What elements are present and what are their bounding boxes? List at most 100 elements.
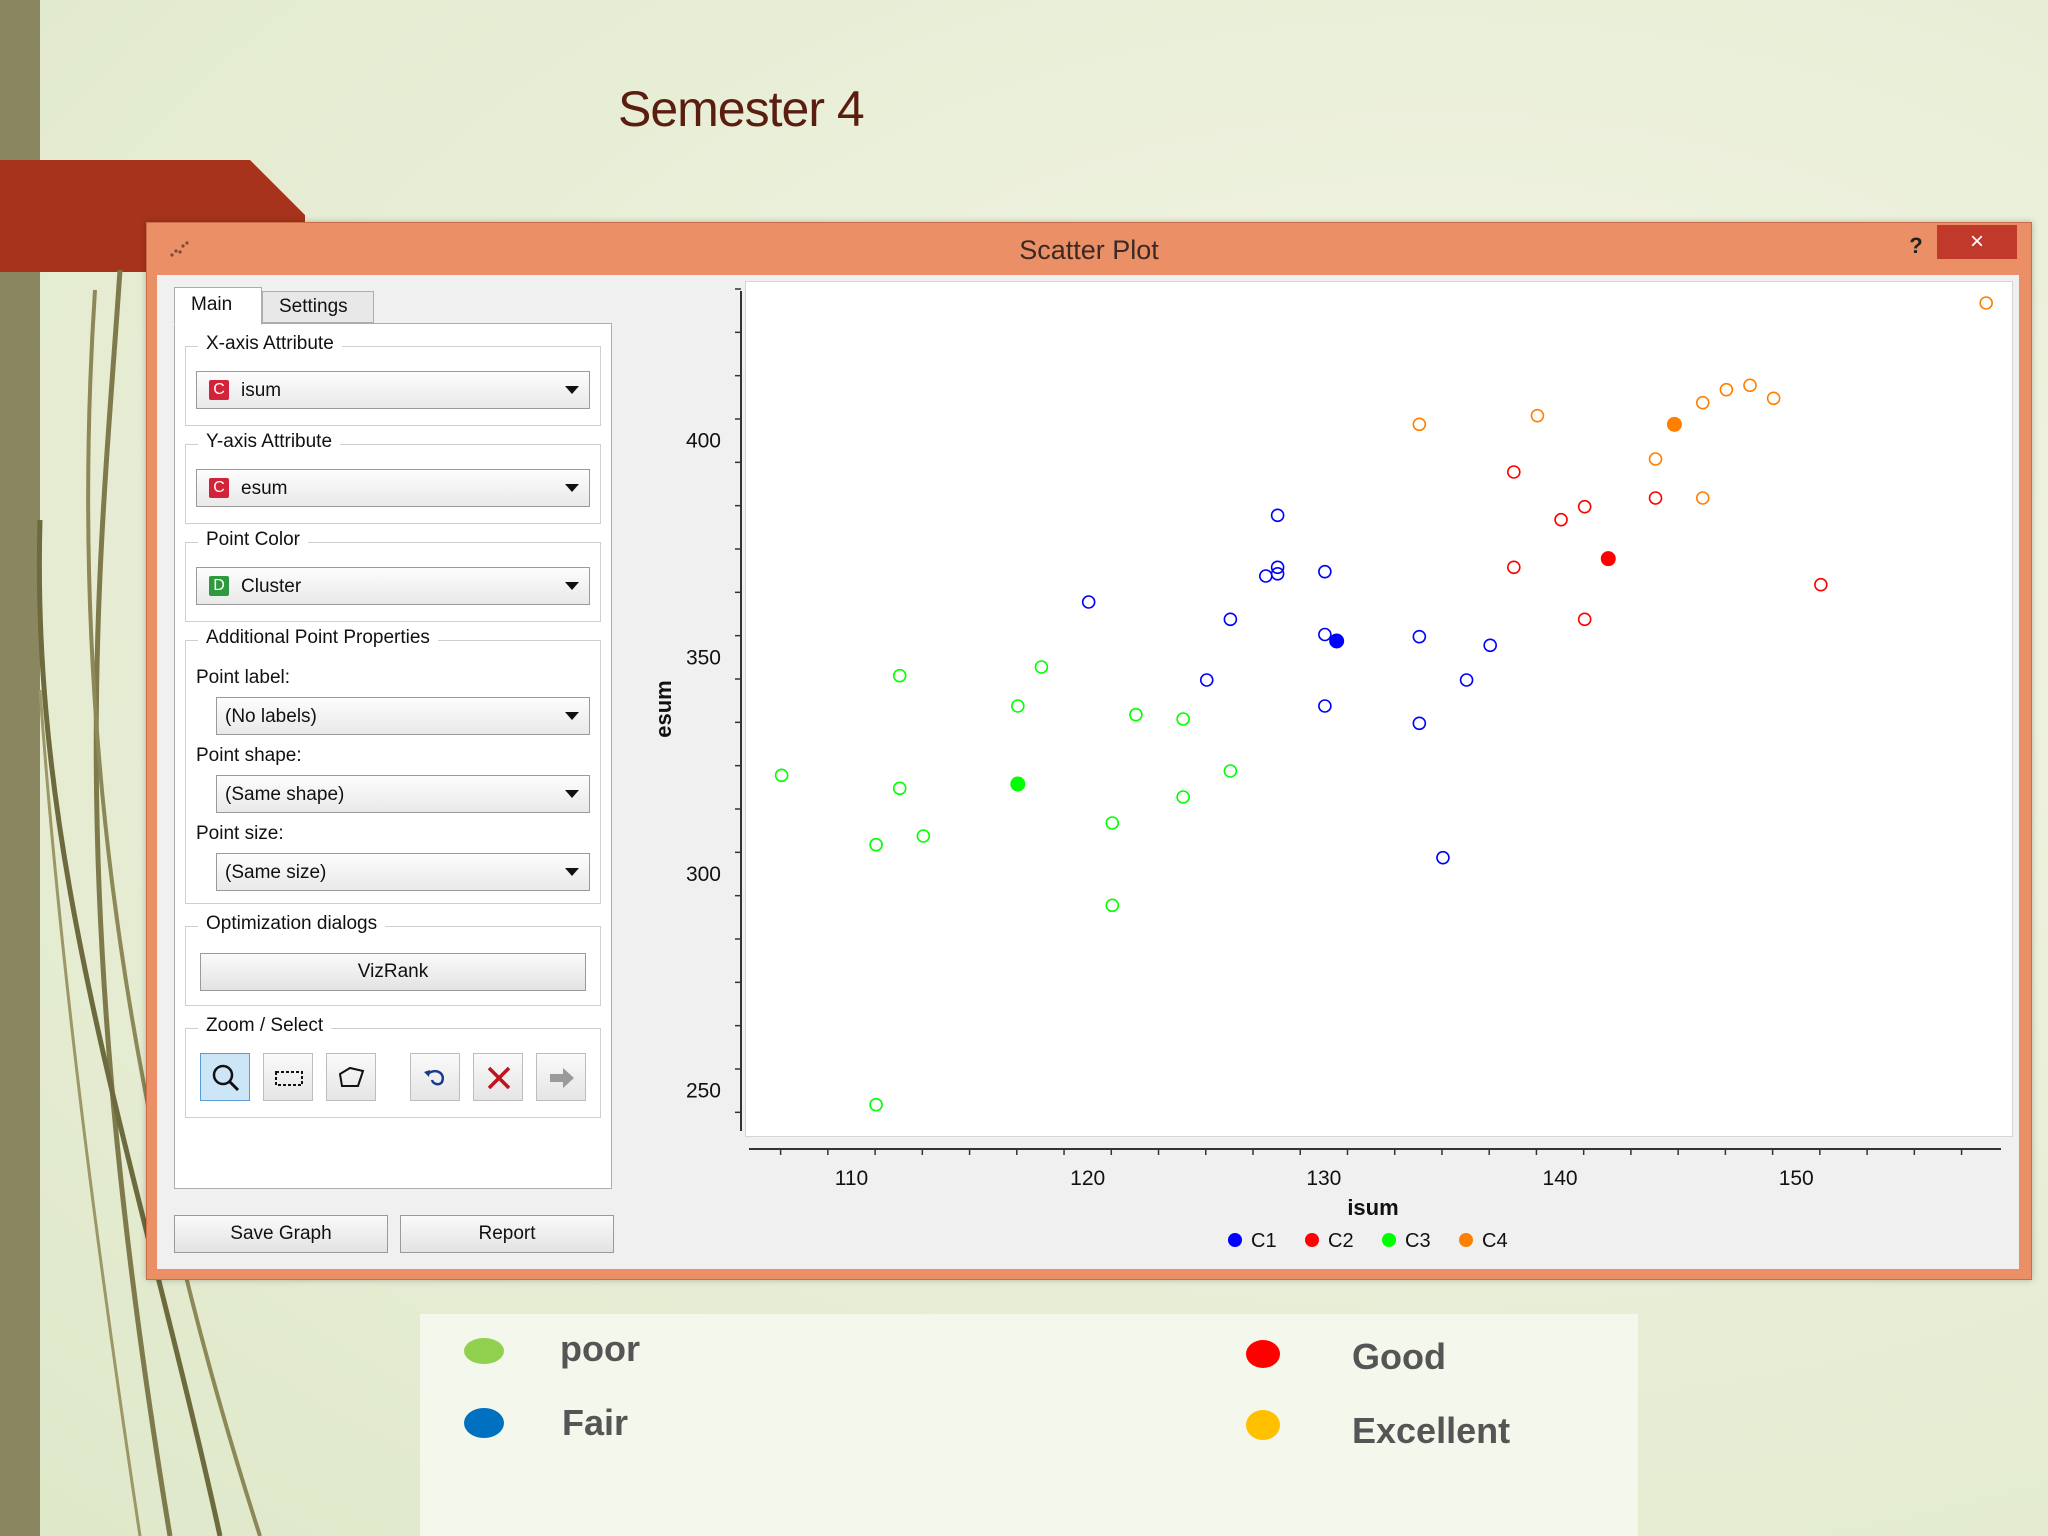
data-point-C1 xyxy=(1436,850,1450,865)
chevron-down-icon xyxy=(565,386,579,394)
scatter-plot-area[interactable] xyxy=(745,281,2013,1137)
x-tick-label: 140 xyxy=(1543,1167,1578,1190)
data-point-C1 xyxy=(1270,567,1285,581)
tab-settings[interactable]: Settings xyxy=(262,291,374,323)
undo-button[interactable] xyxy=(410,1053,460,1101)
point-shape-value: (Same shape) xyxy=(225,784,345,805)
data-point-C2 xyxy=(1554,512,1568,527)
data-point-C4 xyxy=(1695,395,1710,410)
chevron-down-icon xyxy=(565,484,579,492)
additional-point-properties-group: Additional Point Properties Point label:… xyxy=(185,627,601,904)
fair-color-dot xyxy=(464,1408,504,1438)
data-point-C4 xyxy=(1412,417,1427,432)
point-shape-label: Point shape: xyxy=(196,745,302,766)
send-selection-icon xyxy=(550,1068,574,1088)
point-label-select[interactable]: (No labels) xyxy=(216,697,590,735)
data-point-C1 xyxy=(1318,627,1332,642)
data-point-C1 xyxy=(1412,716,1427,731)
clear-selection-icon xyxy=(487,1066,511,1090)
data-point-C3 xyxy=(1105,898,1120,913)
continuous-type-icon: C xyxy=(209,380,229,400)
rectangle-select-icon xyxy=(275,1071,303,1086)
data-point-C4 xyxy=(1743,378,1757,393)
rectangle-select-button[interactable] xyxy=(263,1053,313,1101)
data-point-C3 xyxy=(1176,712,1190,726)
vizrank-button[interactable]: VizRank xyxy=(200,953,586,991)
legend-label-C1: C1 xyxy=(1251,1230,1277,1252)
x-tick-label: 120 xyxy=(1070,1167,1105,1190)
optimization-dialogs-group: Optimization dialogs VizRank xyxy=(185,913,601,1006)
zoom-tool-button[interactable] xyxy=(200,1053,250,1101)
y-tick-label: 350 xyxy=(686,646,721,669)
data-point-C3 xyxy=(1223,764,1238,778)
continuous-type-icon: C xyxy=(209,478,229,498)
save-graph-button[interactable]: Save Graph xyxy=(174,1215,388,1253)
chevron-down-icon xyxy=(565,868,579,876)
help-button[interactable]: ? xyxy=(1909,233,1923,258)
point-shape-select[interactable]: (Same shape) xyxy=(216,775,590,813)
data-point-C4 xyxy=(1766,391,1781,406)
data-point-selected-C1 xyxy=(1329,633,1345,649)
data-point-C2 xyxy=(1814,577,1828,592)
additional-properties-group-label: Additional Point Properties xyxy=(198,627,438,649)
point-color-group-label: Point Color xyxy=(198,529,308,551)
x-axis-attribute-select[interactable]: C isum xyxy=(196,371,590,409)
data-point-C3 xyxy=(1129,707,1143,722)
legend-label-C4: C4 xyxy=(1482,1230,1508,1252)
y-tick-label: 300 xyxy=(686,863,721,886)
data-point-C4 xyxy=(1648,452,1663,466)
report-button[interactable]: Report xyxy=(400,1215,614,1253)
poor-color-dot xyxy=(464,1338,504,1364)
data-point-C3 xyxy=(869,1097,883,1112)
data-point-C2 xyxy=(1507,560,1521,575)
data-point-C4 xyxy=(1695,491,1710,505)
lasso-select-icon xyxy=(338,1066,365,1087)
data-point-C2 xyxy=(1577,499,1592,514)
discrete-type-icon: D xyxy=(209,576,229,596)
tab-main[interactable]: Main xyxy=(174,287,262,325)
data-point-C2 xyxy=(1577,612,1592,627)
legend-label-C3: C3 xyxy=(1405,1230,1431,1252)
close-button[interactable]: × xyxy=(1937,225,2017,259)
data-point-C2 xyxy=(1507,465,1521,479)
clear-selection-button[interactable] xyxy=(473,1053,523,1101)
data-point-C1 xyxy=(1270,560,1285,575)
excellent-color-dot xyxy=(1246,1410,1280,1440)
data-point-C4 xyxy=(1530,408,1545,423)
data-point-C1 xyxy=(1199,673,1214,687)
x-tick-label: 110 xyxy=(835,1167,868,1190)
y-axis-group-label: Y-axis Attribute xyxy=(198,431,341,453)
y-axis-attribute-select[interactable]: C esum xyxy=(196,469,590,507)
point-color-group: Point Color D Cluster xyxy=(185,529,601,622)
send-selection-button[interactable] xyxy=(536,1053,586,1101)
x-tick-label: 130 xyxy=(1306,1167,1341,1190)
y-axis-attribute-value: esum xyxy=(241,478,288,499)
chevron-down-icon xyxy=(565,582,579,590)
data-point-C3 xyxy=(1176,790,1190,804)
legend-marker-C4 xyxy=(1459,1233,1473,1247)
point-size-label: Point size: xyxy=(196,823,284,844)
scatter-plot-window: Scatter Plot ? × Main Settings X-axis At… xyxy=(146,222,2032,1280)
data-point-C1 xyxy=(1412,629,1427,644)
optimization-group-label: Optimization dialogs xyxy=(198,913,386,935)
chevron-down-icon xyxy=(565,712,579,720)
data-point-C1 xyxy=(1270,508,1285,523)
excellent-label: Excellent xyxy=(1352,1410,1511,1451)
y-tick-label: 400 xyxy=(686,430,721,453)
x-axis-group-label: X-axis Attribute xyxy=(198,333,342,355)
zoom-select-group: Zoom / Select xyxy=(185,1015,601,1118)
y-tick-label: 250 xyxy=(686,1080,721,1103)
main-panel: X-axis Attribute C isum Y-axis Attribute… xyxy=(174,323,612,1189)
y-axis-group: Y-axis Attribute C esum xyxy=(185,431,601,524)
window-title-bar[interactable]: Scatter Plot ? × xyxy=(147,223,2031,275)
point-size-select[interactable]: (Same size) xyxy=(216,853,590,891)
y-axis-title: esum xyxy=(651,680,676,737)
point-color-select[interactable]: D Cluster xyxy=(196,567,590,605)
plot-axes: 250 300 350 400 esum 110 120 130 140 150 isum C1 C2 C… xyxy=(651,288,2001,1252)
data-point-C3 xyxy=(916,829,931,843)
data-point-selected-C2 xyxy=(1600,551,1616,567)
data-point-C1 xyxy=(1483,638,1497,653)
data-point-selected-C4 xyxy=(1666,416,1682,432)
poor-label: poor xyxy=(560,1328,640,1369)
lasso-select-button[interactable] xyxy=(326,1053,376,1101)
